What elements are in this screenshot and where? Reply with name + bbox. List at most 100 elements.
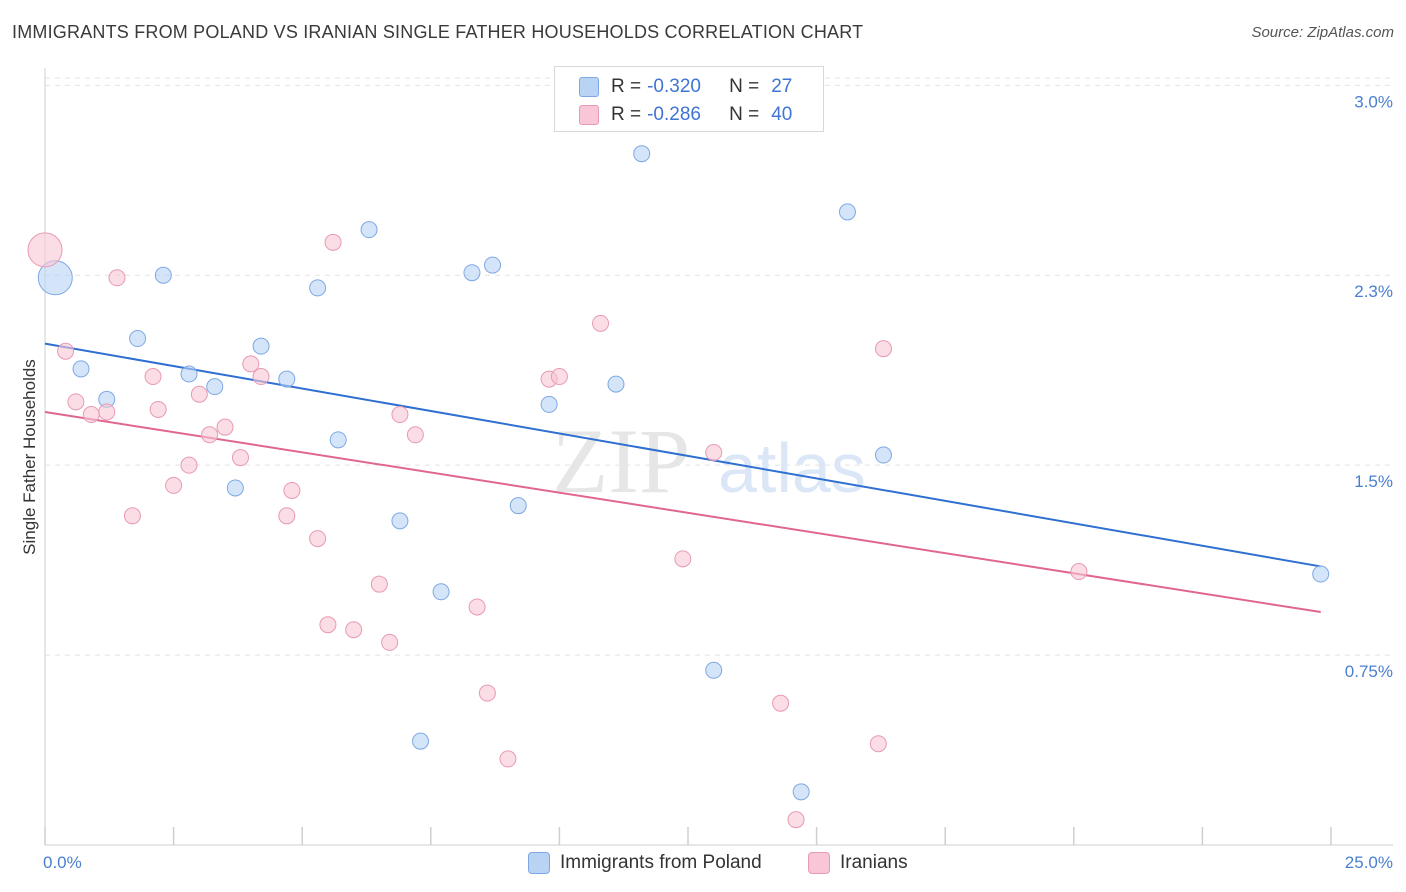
data-point [154, 266, 172, 284]
data-point [674, 550, 692, 568]
data-point [309, 530, 327, 548]
watermark: ZIP atlas [552, 410, 866, 512]
n-label: N = [729, 76, 760, 97]
data-point [432, 583, 450, 601]
data-point [278, 370, 296, 388]
iranians-swatch [808, 852, 830, 874]
data-point [226, 479, 244, 497]
data-point [391, 406, 409, 424]
data-point [216, 418, 234, 436]
data-point [190, 385, 208, 403]
data-point [72, 360, 90, 378]
data-point [98, 403, 116, 421]
data-point [792, 783, 810, 801]
data-point [360, 221, 378, 239]
watermark-zip: ZIP [552, 410, 690, 512]
data-point [540, 395, 558, 413]
data-point [324, 233, 342, 251]
data-point [484, 256, 502, 274]
data-point [252, 337, 270, 355]
data-point [705, 444, 723, 461]
chart-title: IMMIGRANTS FROM POLAND VS IRANIAN SINGLE… [12, 22, 864, 42]
data-point [309, 279, 327, 297]
trend-line [44, 410, 1321, 614]
data-point [180, 456, 198, 474]
data-point [231, 449, 249, 467]
data-point [149, 400, 167, 418]
data-point [345, 621, 363, 639]
data-point [129, 330, 147, 348]
iranians-swatch [579, 105, 599, 125]
data-point [406, 426, 424, 444]
data-point [283, 481, 301, 499]
data-point [869, 735, 887, 753]
r-label: R = [611, 76, 642, 97]
data-points [27, 145, 1330, 829]
source-label: Source: ZipAtlas.com [1251, 24, 1394, 41]
data-point [206, 378, 224, 396]
n-label: N = [729, 104, 760, 125]
tick-labels: 0.75% 1.5% 2.3% 3.0% 0.0% 25.0% Single Father … [20, 92, 1393, 872]
data-point [838, 203, 856, 221]
y-tick-label: 3.0% [1354, 92, 1393, 111]
data-point [633, 145, 651, 163]
data-point [391, 512, 409, 530]
data-point [463, 264, 481, 282]
data-point [201, 426, 219, 444]
legend-item-poland[interactable]: Immigrants from Poland [528, 852, 762, 874]
r-value: -0.286 [647, 104, 701, 125]
data-point [509, 497, 527, 515]
data-point [468, 598, 486, 616]
stats-row-iranians: R = -0.286 N = 40 [555, 101, 792, 129]
x-tick-label: 0.0% [43, 853, 82, 872]
data-point [180, 365, 198, 383]
data-point [144, 368, 162, 386]
data-point [705, 661, 723, 679]
n-value: 40 [771, 104, 793, 125]
data-point [108, 269, 126, 287]
data-point [478, 684, 496, 702]
r-label: R = [611, 104, 642, 125]
data-point [592, 314, 610, 332]
n-value: 27 [771, 76, 793, 97]
data-point [499, 750, 517, 768]
axes [44, 68, 1393, 846]
data-point [252, 368, 270, 386]
data-point [165, 476, 183, 494]
data-point [278, 507, 296, 525]
data-point [412, 732, 430, 750]
data-point [1312, 565, 1330, 583]
data-point [370, 575, 388, 593]
data-point [550, 368, 568, 386]
data-point [57, 342, 75, 360]
y-tick-label: 0.75% [1345, 662, 1393, 681]
data-point [329, 431, 347, 449]
data-point [772, 694, 790, 712]
stats-legend: R = -0.320 N = 27 R = -0.286 N = 40 [554, 66, 824, 132]
poland-swatch [528, 852, 550, 874]
r-value: -0.320 [647, 76, 701, 97]
data-point [1070, 563, 1088, 581]
data-point [381, 633, 399, 651]
poland-swatch [579, 77, 599, 97]
data-point [874, 446, 892, 464]
data-point [82, 406, 100, 424]
x-tick-label: 25.0% [1345, 853, 1393, 872]
data-point [874, 340, 892, 358]
data-point [319, 616, 337, 634]
y-axis-title: Single Father Households [20, 359, 39, 555]
legend-label-poland: Immigrants from Poland [560, 852, 762, 873]
watermark-atlas: atlas [718, 429, 866, 507]
y-tick-label: 2.3% [1354, 282, 1393, 301]
data-point [67, 393, 85, 411]
stats-row-poland: R = -0.320 N = 27 [555, 73, 792, 101]
series-legend: Immigrants from Poland Iranians [0, 852, 1406, 878]
legend-item-iranians[interactable]: Iranians [808, 852, 908, 874]
data-point [787, 811, 805, 829]
legend-label-iranians: Iranians [840, 852, 908, 873]
data-point [123, 507, 141, 525]
data-point [607, 375, 625, 393]
data-point [242, 355, 260, 373]
data-point [27, 232, 63, 268]
